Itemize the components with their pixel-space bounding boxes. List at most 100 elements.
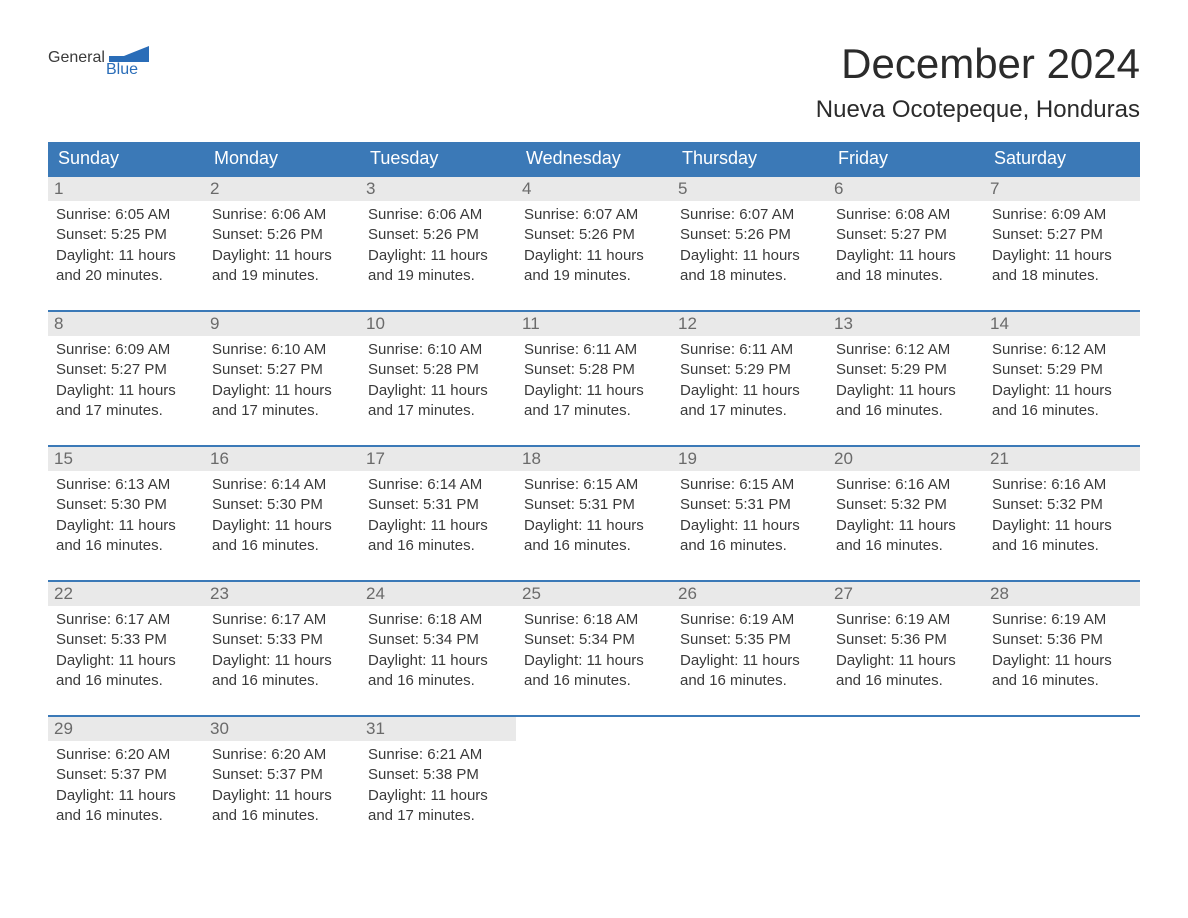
day-daylight1: Daylight: 11 hours [524, 651, 664, 671]
day-sunset: Sunset: 5:37 PM [56, 765, 196, 785]
day-header-wednesday: Wednesday [516, 142, 672, 176]
day-daylight1: Daylight: 11 hours [524, 516, 664, 536]
week-row: 22Sunrise: 6:17 AMSunset: 5:33 PMDayligh… [48, 581, 1140, 716]
day-sunset: Sunset: 5:37 PM [212, 765, 352, 785]
day-number: 28 [984, 582, 1140, 606]
day-cell: 2Sunrise: 6:06 AMSunset: 5:26 PMDaylight… [204, 176, 360, 311]
empty-cell [984, 716, 1140, 850]
day-details: Sunrise: 6:20 AMSunset: 5:37 PMDaylight:… [210, 745, 354, 826]
day-number: 26 [672, 582, 828, 606]
day-cell: 12Sunrise: 6:11 AMSunset: 5:29 PMDayligh… [672, 311, 828, 446]
day-number: 9 [204, 312, 360, 336]
day-cell: 11Sunrise: 6:11 AMSunset: 5:28 PMDayligh… [516, 311, 672, 446]
day-cell: 31Sunrise: 6:21 AMSunset: 5:38 PMDayligh… [360, 716, 516, 850]
day-details: Sunrise: 6:17 AMSunset: 5:33 PMDaylight:… [54, 610, 198, 691]
day-daylight2: and 16 minutes. [836, 671, 976, 691]
day-daylight1: Daylight: 11 hours [212, 246, 352, 266]
calendar-body: 1Sunrise: 6:05 AMSunset: 5:25 PMDaylight… [48, 176, 1140, 850]
day-daylight2: and 17 minutes. [524, 401, 664, 421]
day-cell: 8Sunrise: 6:09 AMSunset: 5:27 PMDaylight… [48, 311, 204, 446]
day-number: 16 [204, 447, 360, 471]
day-number: 11 [516, 312, 672, 336]
day-sunrise: Sunrise: 6:10 AM [368, 340, 508, 360]
day-sunset: Sunset: 5:33 PM [212, 630, 352, 650]
logo: General Blue [48, 40, 149, 79]
day-daylight2: and 16 minutes. [56, 806, 196, 826]
day-daylight2: and 18 minutes. [836, 266, 976, 286]
day-number: 20 [828, 447, 984, 471]
week-row: 1Sunrise: 6:05 AMSunset: 5:25 PMDaylight… [48, 176, 1140, 311]
day-header-tuesday: Tuesday [360, 142, 516, 176]
day-daylight2: and 17 minutes. [368, 401, 508, 421]
day-sunset: Sunset: 5:35 PM [680, 630, 820, 650]
day-sunrise: Sunrise: 6:07 AM [680, 205, 820, 225]
day-sunset: Sunset: 5:26 PM [368, 225, 508, 245]
day-sunrise: Sunrise: 6:14 AM [368, 475, 508, 495]
day-details: Sunrise: 6:21 AMSunset: 5:38 PMDaylight:… [366, 745, 510, 826]
day-sunrise: Sunrise: 6:12 AM [836, 340, 976, 360]
day-cell: 23Sunrise: 6:17 AMSunset: 5:33 PMDayligh… [204, 581, 360, 716]
day-cell: 26 Sunrise: 6:19 AMSunset: 5:35 PMDayligh… [672, 581, 828, 716]
day-details: Sunrise: 6:13 AMSunset: 5:30 PMDaylight:… [54, 475, 198, 556]
day-cell: 10Sunrise: 6:10 AMSunset: 5:28 PMDayligh… [360, 311, 516, 446]
day-sunset: Sunset: 5:33 PM [56, 630, 196, 650]
day-sunset: Sunset: 5:29 PM [836, 360, 976, 380]
day-daylight1: Daylight: 11 hours [368, 246, 508, 266]
day-daylight2: and 16 minutes. [992, 536, 1132, 556]
day-sunrise: Sunrise: 6:06 AM [368, 205, 508, 225]
day-sunrise: Sunrise: 6:19 AM [680, 610, 820, 630]
day-sunrise: Sunrise: 6:17 AM [212, 610, 352, 630]
day-cell: 21Sunrise: 6:16 AMSunset: 5:32 PMDayligh… [984, 446, 1140, 581]
day-number: 5 [672, 177, 828, 201]
day-daylight2: and 17 minutes. [680, 401, 820, 421]
day-daylight2: and 19 minutes. [524, 266, 664, 286]
day-sunrise: Sunrise: 6:06 AM [212, 205, 352, 225]
day-sunrise: Sunrise: 6:12 AM [992, 340, 1132, 360]
day-daylight1: Daylight: 11 hours [992, 651, 1132, 671]
day-cell: 24Sunrise: 6:18 AMSunset: 5:34 PMDayligh… [360, 581, 516, 716]
day-cell: 19Sunrise: 6:15 AMSunset: 5:31 PMDayligh… [672, 446, 828, 581]
day-daylight2: and 16 minutes. [56, 671, 196, 691]
day-sunrise: Sunrise: 6:19 AM [992, 610, 1132, 630]
day-daylight2: and 17 minutes. [56, 401, 196, 421]
day-number: 13 [828, 312, 984, 336]
day-details: Sunrise: 6:06 AMSunset: 5:26 PMDaylight:… [366, 205, 510, 286]
empty-cell [672, 716, 828, 850]
day-daylight2: and 16 minutes. [368, 536, 508, 556]
day-cell: 5 Sunrise: 6:07 AMSunset: 5:26 PMDaylight… [672, 176, 828, 311]
day-sunrise: Sunrise: 6:18 AM [524, 610, 664, 630]
day-daylight2: and 16 minutes. [836, 401, 976, 421]
day-daylight1: Daylight: 11 hours [680, 516, 820, 536]
day-details: Sunrise: 6:19 AMSunset: 5:36 PMDaylight:… [834, 610, 978, 691]
day-number: 27 [828, 582, 984, 606]
day-cell: 25Sunrise: 6:18 AMSunset: 5:34 PMDayligh… [516, 581, 672, 716]
day-number: 12 [672, 312, 828, 336]
day-daylight2: and 19 minutes. [212, 266, 352, 286]
day-sunset: Sunset: 5:38 PM [368, 765, 508, 785]
day-number: 30 [204, 717, 360, 741]
day-sunset: Sunset: 5:34 PM [368, 630, 508, 650]
day-cell: 27 Sunrise: 6:19 AMSunset: 5:36 PMDayligh… [828, 581, 984, 716]
day-daylight1: Daylight: 11 hours [368, 381, 508, 401]
day-details: Sunrise: 6:19 AMSunset: 5:35 PMDaylight:… [678, 610, 822, 691]
day-details: Sunrise: 6:12 AMSunset: 5:29 PMDaylight:… [834, 340, 978, 421]
day-daylight2: and 16 minutes. [524, 671, 664, 691]
day-daylight1: Daylight: 11 hours [992, 246, 1132, 266]
empty-cell [516, 716, 672, 850]
day-number: 17 [360, 447, 516, 471]
day-sunrise: Sunrise: 6:15 AM [680, 475, 820, 495]
day-daylight1: Daylight: 11 hours [680, 651, 820, 671]
day-daylight2: and 16 minutes. [368, 671, 508, 691]
day-details: Sunrise: 6:07 AMSunset: 5:26 PMDaylight:… [678, 205, 822, 286]
day-cell: 20Sunrise: 6:16 AMSunset: 5:32 PMDayligh… [828, 446, 984, 581]
day-number: 24 [360, 582, 516, 606]
day-cell: 13 Sunrise: 6:12 AMSunset: 5:29 PMDayligh… [828, 311, 984, 446]
day-daylight2: and 16 minutes. [680, 536, 820, 556]
day-number: 29 [48, 717, 204, 741]
day-details: Sunrise: 6:17 AMSunset: 5:33 PMDaylight:… [210, 610, 354, 691]
day-daylight2: and 16 minutes. [992, 671, 1132, 691]
day-sunrise: Sunrise: 6:08 AM [836, 205, 976, 225]
day-sunset: Sunset: 5:36 PM [992, 630, 1132, 650]
day-details: Sunrise: 6:10 AMSunset: 5:28 PMDaylight:… [366, 340, 510, 421]
day-details: Sunrise: 6:08 AMSunset: 5:27 PMDaylight:… [834, 205, 978, 286]
